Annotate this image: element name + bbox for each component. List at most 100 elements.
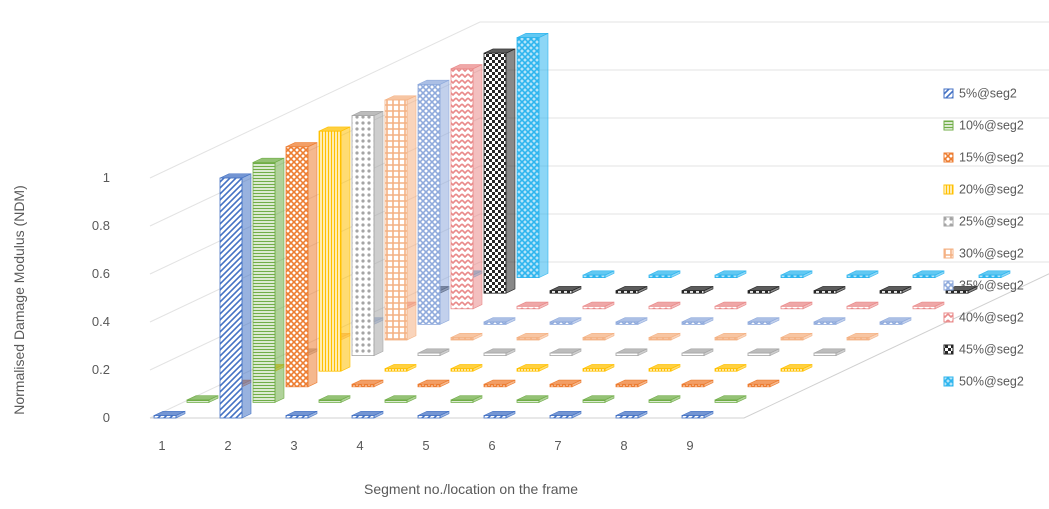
legend-label: 40%@seg2 bbox=[959, 311, 1024, 325]
bar bbox=[582, 301, 615, 310]
bar bbox=[747, 379, 780, 388]
chart-walls bbox=[149, 21, 1049, 419]
bar bbox=[516, 363, 549, 372]
bar bbox=[351, 110, 384, 357]
bar bbox=[615, 317, 648, 325]
bar bbox=[846, 270, 879, 279]
bar bbox=[714, 332, 747, 341]
bar bbox=[681, 317, 714, 325]
bar bbox=[747, 285, 780, 294]
bar bbox=[879, 317, 912, 325]
bar bbox=[813, 317, 846, 325]
legend-item: 40%@seg2 bbox=[943, 311, 1024, 325]
bar bbox=[648, 395, 681, 403]
x-axis-title: Segment no./location on the frame bbox=[364, 481, 578, 497]
bar bbox=[582, 332, 615, 341]
legend-swatch bbox=[943, 248, 954, 259]
y-tick-label: 0.2 bbox=[92, 362, 110, 377]
y-tick-label: 0.8 bbox=[92, 218, 110, 233]
legend-label: 30%@seg2 bbox=[959, 247, 1024, 261]
bar bbox=[450, 363, 483, 372]
bar bbox=[417, 410, 450, 419]
gridline bbox=[149, 117, 1049, 275]
legend-label: 20%@seg2 bbox=[959, 183, 1024, 197]
bar bbox=[846, 301, 879, 310]
bar bbox=[780, 332, 813, 341]
bar bbox=[648, 363, 681, 372]
legend-item: 15%@seg2 bbox=[943, 151, 1024, 165]
bar bbox=[384, 363, 417, 372]
bar bbox=[780, 270, 813, 279]
bar bbox=[483, 317, 516, 325]
bar bbox=[615, 348, 648, 357]
bar bbox=[516, 32, 549, 279]
bar bbox=[747, 317, 780, 325]
bar bbox=[549, 410, 582, 419]
x-tick-label: 4 bbox=[356, 438, 363, 453]
legend-label: 50%@seg2 bbox=[959, 375, 1024, 389]
legend-swatch bbox=[943, 184, 954, 195]
legend-label: 35%@seg2 bbox=[959, 279, 1024, 293]
bar bbox=[615, 379, 648, 388]
y-tick-label: 1 bbox=[103, 170, 110, 185]
bar bbox=[483, 48, 516, 294]
bar bbox=[219, 173, 252, 419]
bar bbox=[681, 410, 714, 419]
bar bbox=[714, 270, 747, 279]
legend-label: 5%@seg2 bbox=[959, 87, 1017, 101]
bar bbox=[780, 301, 813, 310]
bar bbox=[879, 285, 912, 294]
legend-item: 50%@seg2 bbox=[943, 375, 1024, 389]
x-tick-label: 7 bbox=[554, 438, 561, 453]
bar bbox=[318, 395, 351, 403]
bar bbox=[648, 270, 681, 279]
bar bbox=[384, 95, 417, 341]
bar bbox=[285, 410, 318, 419]
x-tick-label: 1 bbox=[158, 438, 165, 453]
bar bbox=[549, 348, 582, 357]
bar bbox=[516, 395, 549, 403]
bar bbox=[384, 395, 417, 403]
bar bbox=[681, 379, 714, 388]
bar bbox=[648, 301, 681, 310]
bar bbox=[417, 348, 450, 357]
x-tick-label: 3 bbox=[290, 438, 297, 453]
legend-swatch bbox=[943, 120, 954, 131]
bar bbox=[285, 142, 318, 388]
bar bbox=[978, 270, 1011, 279]
bar bbox=[582, 270, 615, 279]
legend-swatch bbox=[943, 152, 954, 163]
bar bbox=[483, 348, 516, 357]
x-tick-label: 5 bbox=[422, 438, 429, 453]
legend-swatch bbox=[943, 216, 954, 227]
bar bbox=[813, 285, 846, 294]
bar bbox=[714, 301, 747, 310]
bar bbox=[615, 410, 648, 419]
bar bbox=[681, 348, 714, 357]
legend-item: 5%@seg2 bbox=[943, 87, 1017, 101]
bar bbox=[351, 410, 384, 419]
y-tick-label: 0.6 bbox=[92, 266, 110, 281]
bar bbox=[846, 332, 879, 341]
y-tick-label: 0.4 bbox=[92, 314, 110, 329]
bar bbox=[483, 379, 516, 388]
legend-label: 25%@seg2 bbox=[959, 215, 1024, 229]
bar bbox=[714, 395, 747, 403]
legend-label: 45%@seg2 bbox=[959, 343, 1024, 357]
bar bbox=[252, 157, 285, 403]
x-tick-label: 9 bbox=[686, 438, 693, 453]
bar bbox=[516, 332, 549, 341]
chart-legend: 5%@seg2 10%@seg2 15%@seg2 20%@seg2 25%@seg2 3… bbox=[943, 87, 1024, 389]
x-tick-label: 6 bbox=[488, 438, 495, 453]
bar bbox=[318, 126, 351, 372]
gridline bbox=[149, 69, 1049, 227]
legend-swatch bbox=[943, 344, 954, 355]
legend-swatch bbox=[943, 280, 954, 291]
bar bbox=[549, 379, 582, 388]
bar bbox=[417, 379, 450, 388]
bar bbox=[681, 285, 714, 294]
bar bbox=[813, 348, 846, 357]
bar bbox=[417, 79, 450, 325]
bar bbox=[450, 332, 483, 341]
